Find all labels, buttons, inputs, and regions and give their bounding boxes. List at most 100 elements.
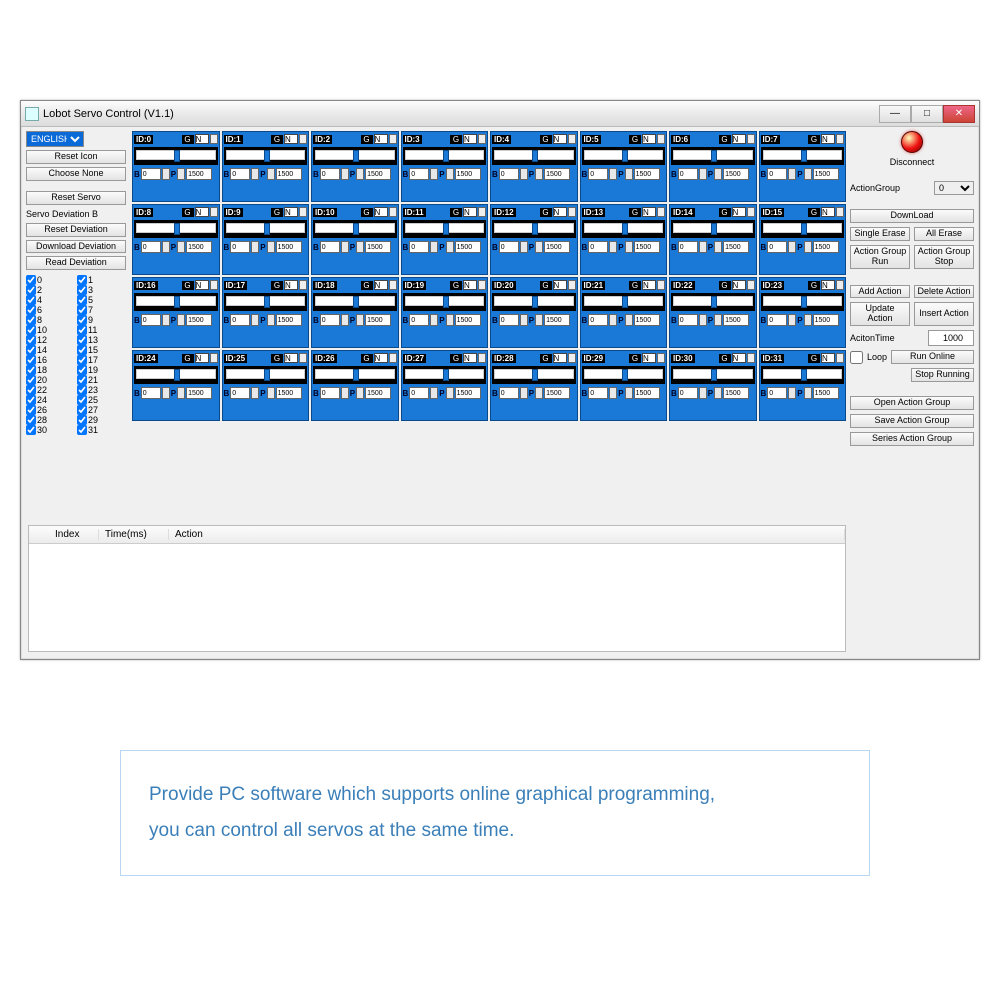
action-group-run-button[interactable]: Action Group Run xyxy=(850,245,910,269)
servo-checkbox-25[interactable] xyxy=(77,395,87,405)
servo-p-input[interactable]: 1500 xyxy=(365,241,391,253)
servo-b-spinner[interactable] xyxy=(609,314,617,326)
action-group-select[interactable]: 0 xyxy=(934,181,974,195)
servo-b-input[interactable]: 0 xyxy=(409,241,429,253)
servo-p-spinner[interactable] xyxy=(714,241,722,253)
servo-n-input[interactable]: N xyxy=(374,207,388,217)
servo-checkbox-10[interactable] xyxy=(26,325,36,335)
servo-slider[interactable] xyxy=(761,293,845,311)
servo-p-input[interactable]: 1500 xyxy=(276,314,302,326)
servo-n-dropdown[interactable] xyxy=(836,353,844,363)
servo-n-dropdown[interactable] xyxy=(568,134,576,144)
servo-p-input[interactable]: 1500 xyxy=(276,168,302,180)
servo-p-spinner[interactable] xyxy=(625,168,633,180)
servo-slider[interactable] xyxy=(224,220,308,238)
servo-n-dropdown[interactable] xyxy=(299,207,307,217)
servo-n-dropdown[interactable] xyxy=(299,134,307,144)
servo-checkbox-0[interactable] xyxy=(26,275,36,285)
servo-b-spinner[interactable] xyxy=(788,314,796,326)
servo-b-input[interactable]: 0 xyxy=(499,387,519,399)
servo-n-input[interactable]: N xyxy=(463,353,477,363)
read-deviation-button[interactable]: Read Deviation xyxy=(26,256,126,270)
servo-b-spinner[interactable] xyxy=(520,314,528,326)
servo-b-spinner[interactable] xyxy=(699,241,707,253)
servo-slider[interactable] xyxy=(313,147,397,165)
servo-b-input[interactable]: 0 xyxy=(767,387,787,399)
servo-b-spinner[interactable] xyxy=(609,168,617,180)
servo-check-13[interactable]: 13 xyxy=(77,335,126,345)
servo-n-dropdown[interactable] xyxy=(478,280,486,290)
servo-b-spinner[interactable] xyxy=(162,387,170,399)
servo-check-24[interactable]: 24 xyxy=(26,395,75,405)
servo-p-spinner[interactable] xyxy=(267,241,275,253)
servo-p-spinner[interactable] xyxy=(714,314,722,326)
servo-p-spinner[interactable] xyxy=(446,387,454,399)
insert-action-button[interactable]: Insert Action xyxy=(914,302,974,326)
servo-p-spinner[interactable] xyxy=(177,168,185,180)
servo-n-dropdown[interactable] xyxy=(836,207,844,217)
servo-check-16[interactable]: 16 xyxy=(26,355,75,365)
servo-checkbox-4[interactable] xyxy=(26,295,36,305)
servo-b-spinner[interactable] xyxy=(251,241,259,253)
servo-n-dropdown[interactable] xyxy=(299,280,307,290)
servo-p-input[interactable]: 1500 xyxy=(276,387,302,399)
servo-n-input[interactable]: N xyxy=(463,207,477,217)
servo-b-input[interactable]: 0 xyxy=(320,241,340,253)
open-action-group-button[interactable]: Open Action Group xyxy=(850,396,974,410)
servo-b-input[interactable]: 0 xyxy=(409,387,429,399)
servo-check-29[interactable]: 29 xyxy=(77,415,126,425)
servo-p-spinner[interactable] xyxy=(804,314,812,326)
all-erase-button[interactable]: All Erase xyxy=(914,227,974,241)
servo-p-spinner[interactable] xyxy=(267,314,275,326)
servo-p-input[interactable]: 1500 xyxy=(186,241,212,253)
servo-b-input[interactable]: 0 xyxy=(320,314,340,326)
servo-checkbox-28[interactable] xyxy=(26,415,36,425)
servo-n-dropdown[interactable] xyxy=(568,207,576,217)
servo-slider[interactable] xyxy=(671,220,755,238)
servo-checkbox-19[interactable] xyxy=(77,365,87,375)
servo-check-10[interactable]: 10 xyxy=(26,325,75,335)
servo-slider[interactable] xyxy=(671,293,755,311)
servo-p-spinner[interactable] xyxy=(714,387,722,399)
servo-p-spinner[interactable] xyxy=(356,387,364,399)
servo-slider[interactable] xyxy=(134,220,218,238)
servo-slider[interactable] xyxy=(313,293,397,311)
servo-p-spinner[interactable] xyxy=(267,168,275,180)
servo-n-input[interactable]: N xyxy=(553,207,567,217)
servo-p-input[interactable]: 1500 xyxy=(455,168,481,180)
servo-p-input[interactable]: 1500 xyxy=(455,314,481,326)
servo-checkbox-8[interactable] xyxy=(26,315,36,325)
servo-n-input[interactable]: N xyxy=(821,134,835,144)
servo-n-input[interactable]: N xyxy=(195,280,209,290)
servo-n-input[interactable]: N xyxy=(553,280,567,290)
servo-b-spinner[interactable] xyxy=(430,241,438,253)
servo-n-dropdown[interactable] xyxy=(747,134,755,144)
servo-b-spinner[interactable] xyxy=(430,168,438,180)
servo-p-spinner[interactable] xyxy=(535,314,543,326)
servo-n-dropdown[interactable] xyxy=(747,280,755,290)
servo-n-input[interactable]: N xyxy=(821,207,835,217)
servo-n-dropdown[interactable] xyxy=(836,134,844,144)
servo-check-9[interactable]: 9 xyxy=(77,315,126,325)
servo-slider[interactable] xyxy=(134,147,218,165)
servo-b-input[interactable]: 0 xyxy=(230,314,250,326)
servo-n-input[interactable]: N xyxy=(284,134,298,144)
servo-p-spinner[interactable] xyxy=(177,314,185,326)
servo-b-input[interactable]: 0 xyxy=(230,241,250,253)
servo-p-spinner[interactable] xyxy=(356,241,364,253)
reset-icon-button[interactable]: Reset Icon xyxy=(26,150,126,164)
servo-checkbox-9[interactable] xyxy=(77,315,87,325)
servo-check-11[interactable]: 11 xyxy=(77,325,126,335)
servo-b-spinner[interactable] xyxy=(788,241,796,253)
servo-p-input[interactable]: 1500 xyxy=(365,168,391,180)
servo-n-input[interactable]: N xyxy=(463,134,477,144)
servo-checkbox-31[interactable] xyxy=(77,425,87,435)
servo-p-input[interactable]: 1500 xyxy=(365,387,391,399)
servo-n-input[interactable]: N xyxy=(642,280,656,290)
servo-checkbox-6[interactable] xyxy=(26,305,36,315)
servo-p-spinner[interactable] xyxy=(625,241,633,253)
servo-checkbox-12[interactable] xyxy=(26,335,36,345)
servo-checkbox-29[interactable] xyxy=(77,415,87,425)
servo-p-input[interactable]: 1500 xyxy=(544,314,570,326)
servo-check-5[interactable]: 5 xyxy=(77,295,126,305)
